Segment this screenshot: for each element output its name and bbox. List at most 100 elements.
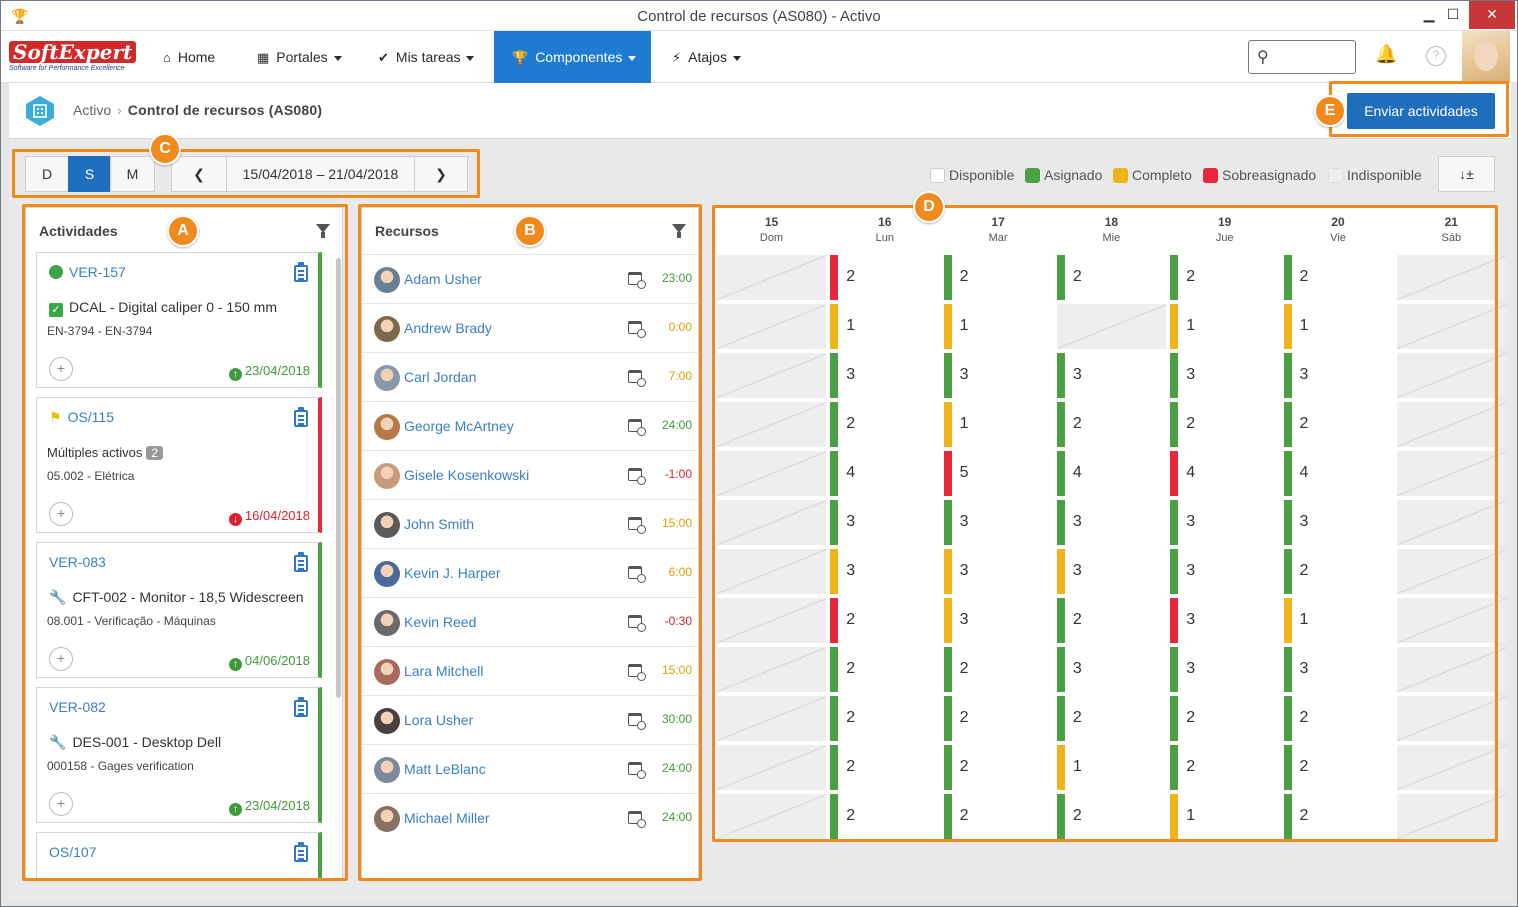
allocation-cell[interactable]: 2: [943, 696, 1053, 741]
allocation-cell[interactable]: 4: [1283, 451, 1393, 496]
nav-atajos[interactable]: ⚡ Atajos: [672, 31, 742, 83]
allocation-cell[interactable]: 3: [943, 500, 1053, 545]
clipboard-icon[interactable]: [294, 552, 308, 572]
view-day-button[interactable]: D: [25, 156, 69, 192]
allocation-cell[interactable]: 2: [1170, 696, 1280, 741]
user-avatar[interactable]: [1462, 31, 1510, 83]
allocation-cell[interactable]: 2: [1283, 794, 1393, 839]
calendar-icon[interactable]: [628, 566, 646, 583]
allocation-cell[interactable]: 2: [943, 647, 1053, 692]
calendar-icon[interactable]: [628, 762, 646, 779]
allocation-cell[interactable]: 4: [1056, 451, 1166, 496]
clipboard-icon[interactable]: [294, 262, 308, 282]
activity-card[interactable]: OS/107: [36, 832, 322, 880]
allocation-cell[interactable]: 2: [830, 647, 940, 692]
nav-componentes[interactable]: 🏆 Componentes: [494, 31, 651, 83]
calendar-icon[interactable]: [628, 468, 646, 485]
send-activities-button[interactable]: Enviar actividades: [1347, 93, 1495, 129]
softexpert-logo[interactable]: SoftExpert Software for Performance Exce…: [9, 41, 141, 77]
allocation-cell[interactable]: 2: [1056, 696, 1166, 741]
view-week-button[interactable]: S: [68, 156, 111, 192]
allocation-cell[interactable]: 2: [830, 402, 940, 447]
clipboard-icon[interactable]: [294, 697, 308, 717]
resource-name[interactable]: George McArtney: [404, 418, 514, 434]
allocation-cell[interactable]: 1: [943, 402, 1053, 447]
calendar-icon[interactable]: [628, 419, 646, 436]
allocation-cell[interactable]: 2: [1170, 745, 1280, 790]
date-range-display[interactable]: 15/04/2018 – 21/04/2018: [226, 156, 415, 192]
next-period-button[interactable]: ❯: [414, 156, 468, 192]
allocation-cell[interactable]: 2: [1283, 549, 1393, 594]
breadcrumb-parent[interactable]: Activo: [73, 102, 112, 118]
nav-home[interactable]: ⌂ Home: [163, 49, 216, 65]
allocation-cell[interactable]: 2: [1056, 255, 1166, 300]
allocation-cell[interactable]: 3: [1283, 500, 1393, 545]
calendar-icon[interactable]: [628, 517, 646, 534]
calendar-icon[interactable]: [628, 713, 646, 730]
allocation-cell[interactable]: 3: [943, 598, 1053, 643]
calendar-icon[interactable]: [628, 811, 646, 828]
activities-scrollbar[interactable]: [336, 258, 341, 698]
resource-name[interactable]: Lara Mitchell: [404, 663, 484, 679]
allocation-cell[interactable]: 2: [943, 745, 1053, 790]
add-icon[interactable]: +: [49, 792, 73, 816]
clipboard-icon[interactable]: [294, 407, 308, 427]
allocation-cell[interactable]: 2: [830, 696, 940, 741]
nav-mis-tareas[interactable]: ✔ Mis tareas: [378, 31, 475, 83]
allocation-cell[interactable]: 2: [830, 598, 940, 643]
allocation-cell[interactable]: 1: [1283, 304, 1393, 349]
allocation-cell[interactable]: 2: [943, 255, 1053, 300]
allocation-cell[interactable]: 1: [1170, 304, 1280, 349]
resource-row[interactable]: Matt LeBlanc 24:00: [362, 744, 700, 793]
allocation-cell[interactable]: 2: [1056, 402, 1166, 447]
filter-icon[interactable]: [316, 224, 330, 238]
resource-row[interactable]: Gisele Kosenkowski -1:00: [362, 450, 700, 499]
calendar-icon[interactable]: [628, 321, 646, 338]
resource-row[interactable]: Andrew Brady 0:00: [362, 303, 700, 352]
nav-portales[interactable]: ▦ Portales: [257, 31, 342, 83]
prev-period-button[interactable]: ❮: [171, 156, 227, 192]
help-icon[interactable]: ?: [1426, 46, 1446, 66]
allocation-cell[interactable]: 3: [830, 353, 940, 398]
resource-name[interactable]: John Smith: [404, 516, 475, 532]
resource-name[interactable]: Michael Miller: [404, 810, 490, 826]
allocation-cell[interactable]: 1: [1283, 598, 1393, 643]
resource-name[interactable]: Kevin J. Harper: [404, 565, 501, 581]
allocation-cell[interactable]: 2: [1283, 745, 1393, 790]
resource-name[interactable]: Carl Jordan: [404, 369, 477, 385]
allocation-cell[interactable]: 2: [1056, 794, 1166, 839]
calendar-icon[interactable]: [628, 615, 646, 632]
allocation-cell[interactable]: 3: [1170, 598, 1280, 643]
activity-card[interactable]: ⚑ OS/115 Múltiples activos 2 05.002 - Elétri…: [36, 397, 322, 533]
clipboard-icon[interactable]: [294, 842, 308, 862]
allocation-cell[interactable]: 1: [1170, 794, 1280, 839]
allocation-cell[interactable]: 3: [1056, 353, 1166, 398]
allocation-cell[interactable]: 3: [1056, 500, 1166, 545]
allocation-cell[interactable]: 1: [830, 304, 940, 349]
allocation-cell[interactable]: 2: [1283, 402, 1393, 447]
maximize-button[interactable]: ☐: [1446, 6, 1460, 22]
allocation-cell[interactable]: 3: [1170, 353, 1280, 398]
resource-row[interactable]: Carl Jordan 7:00: [362, 352, 700, 401]
allocation-cell[interactable]: 3: [943, 549, 1053, 594]
allocation-cell[interactable]: 2: [830, 745, 940, 790]
allocation-cell[interactable]: 2: [1170, 255, 1280, 300]
view-month-button[interactable]: M: [110, 156, 155, 192]
allocation-cell[interactable]: 1: [1056, 745, 1166, 790]
resource-row[interactable]: Michael Miller 24:00: [362, 793, 700, 842]
allocation-cell[interactable]: 3: [830, 549, 940, 594]
allocation-cell[interactable]: 2: [1056, 598, 1166, 643]
allocation-cell[interactable]: 2: [1283, 255, 1393, 300]
resource-row[interactable]: George McArtney 24:00: [362, 401, 700, 450]
add-icon[interactable]: +: [49, 357, 73, 381]
allocation-cell[interactable]: 2: [830, 255, 940, 300]
allocation-cell[interactable]: 3: [1170, 549, 1280, 594]
activity-card[interactable]: VER-157 ✓ DCAL - Digital caliper 0 - 150 m…: [36, 252, 322, 388]
allocation-cell[interactable]: 2: [943, 794, 1053, 839]
search-input[interactable]: ⚲: [1248, 40, 1356, 74]
resource-row[interactable]: Lara Mitchell 15:00: [362, 646, 700, 695]
resource-row[interactable]: Adam Usher 23:00: [362, 254, 700, 303]
allocation-cell[interactable]: 3: [1170, 500, 1280, 545]
resource-name[interactable]: Gisele Kosenkowski: [404, 467, 530, 483]
resource-row[interactable]: Lora Usher 30:00: [362, 695, 700, 744]
